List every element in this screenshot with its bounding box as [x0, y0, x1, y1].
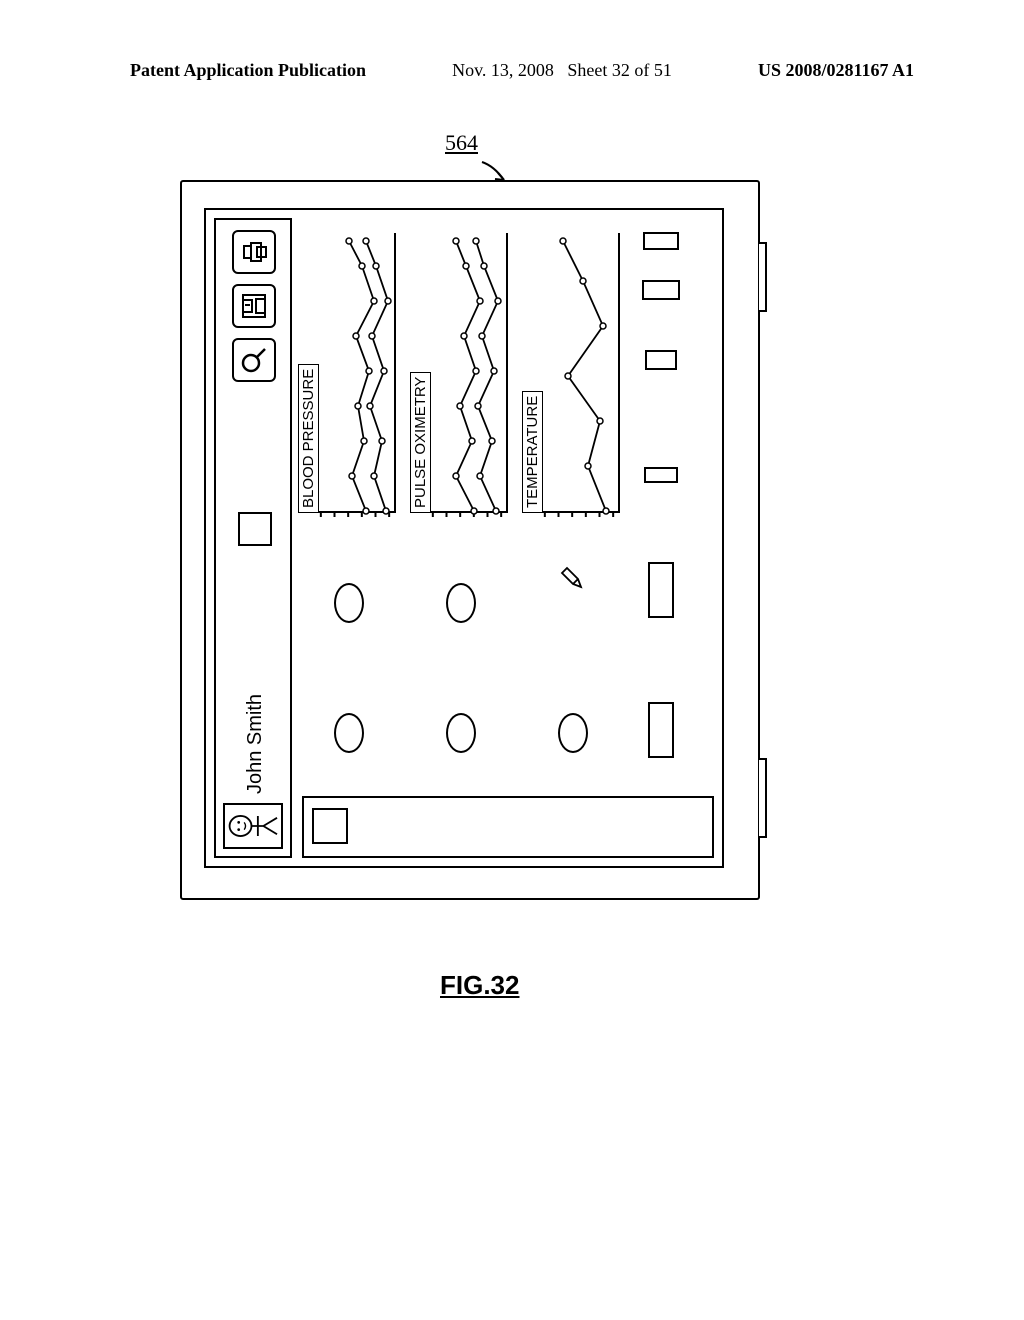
vital-row-pulse-ox: PULSE OXIMETRY: [414, 218, 514, 788]
page-header: Patent Application Publication Nov. 13, …: [0, 60, 1024, 81]
header-right: US 2008/0281167 A1: [758, 60, 914, 81]
search-icon: [239, 345, 269, 375]
screen: John Smith: [204, 208, 724, 868]
vital-row-temperature: TEMPERATURE: [526, 218, 626, 788]
chart-temperature[interactable]: [538, 233, 620, 513]
nav-button-1[interactable]: [648, 702, 674, 758]
nav-small-1[interactable]: [644, 467, 678, 483]
chart-blood-pressure[interactable]: [314, 233, 396, 513]
app-header: John Smith: [214, 218, 292, 858]
vital-row-blood-pressure: BLOOD PRESSURE: [302, 218, 402, 788]
search-button[interactable]: [232, 338, 276, 382]
chart-bp-plot: [314, 231, 396, 511]
figure-caption: FIG.32: [440, 970, 519, 1001]
person-icon: [225, 805, 280, 847]
toolbar: [232, 230, 276, 382]
edit-icon[interactable]: [561, 566, 585, 590]
reference-number: 564: [445, 130, 478, 156]
hardware-button-right[interactable]: [759, 242, 767, 312]
nav-small-3[interactable]: [642, 280, 680, 300]
nav-button-2[interactable]: [648, 562, 674, 618]
chart-label-po: PULSE OXIMETRY: [410, 372, 431, 513]
nav-row: [638, 218, 698, 788]
chart-pulse-oximetry[interactable]: [426, 233, 508, 513]
value-pill-temp[interactable]: [558, 713, 588, 753]
figure-area: 564 John Smith: [180, 160, 820, 1060]
value-pill-bp-2[interactable]: [334, 583, 364, 623]
value-pill-po-2[interactable]: [446, 583, 476, 623]
header-left: Patent Application Publication: [130, 60, 366, 81]
sidebar: [302, 796, 714, 858]
chart-po-plot: [426, 231, 508, 511]
value-pill-bp-1[interactable]: [334, 713, 364, 753]
value-pill-po-1[interactable]: [446, 713, 476, 753]
hardware-button-left[interactable]: [759, 758, 767, 838]
sidebar-button[interactable]: [312, 808, 348, 844]
nav-small-4[interactable]: [643, 232, 679, 250]
chart-label-bp: BLOOD PRESSURE: [298, 364, 319, 513]
header-status-box[interactable]: [238, 512, 272, 546]
tablet-bezel: John Smith: [180, 180, 760, 900]
main-content: BLOOD PRESSURE PULSE OXIMETRY: [302, 218, 714, 788]
header-sheet: Sheet 32 of 51: [567, 60, 671, 80]
device-frame: John Smith: [180, 180, 760, 900]
print-icon: [239, 237, 269, 267]
chart-label-temp: TEMPERATURE: [522, 391, 543, 513]
patient-name: John Smith: [244, 694, 267, 794]
header-center: Nov. 13, 2008 Sheet 32 of 51: [452, 60, 672, 81]
chart-temp-plot: [538, 231, 620, 511]
nav-small-2[interactable]: [645, 350, 677, 370]
print-button[interactable]: [232, 230, 276, 274]
save-icon: [239, 291, 269, 321]
patient-avatar[interactable]: [223, 803, 283, 849]
header-date: Nov. 13, 2008: [452, 60, 554, 80]
save-button[interactable]: [232, 284, 276, 328]
